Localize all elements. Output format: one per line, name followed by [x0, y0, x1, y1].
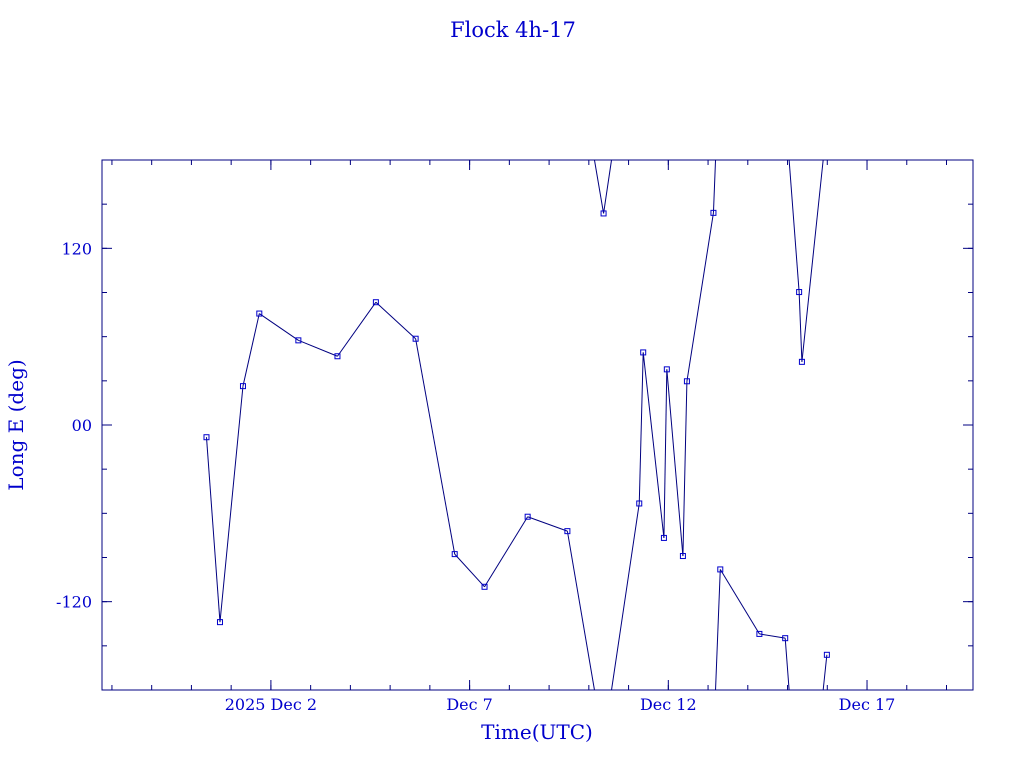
data-point-marker: [412, 335, 419, 342]
data-point-marker: [256, 310, 263, 317]
data-point-marker: [710, 209, 717, 216]
data-point-marker: [372, 299, 379, 306]
series-segment: [682, 381, 688, 557]
x-axis-label: Time(UTC): [481, 720, 593, 744]
series-segment: [642, 352, 665, 538]
markers-group: [203, 209, 830, 658]
data-point-marker: [663, 366, 670, 373]
y-axis-label: Long E (deg): [4, 359, 28, 490]
data-point-marker: [239, 383, 246, 390]
data-point-marker: [451, 551, 458, 558]
data-point-marker: [798, 358, 805, 365]
series-segment: [759, 633, 786, 639]
series-segment: [784, 638, 790, 691]
data-point-marker: [823, 651, 830, 658]
series-segment: [712, 159, 717, 213]
data-point-marker: [660, 534, 667, 541]
series-segment: [259, 313, 299, 341]
y-tick-label: 00: [72, 416, 92, 435]
data-point-marker: [216, 619, 223, 626]
data-point-marker: [203, 434, 210, 441]
series-segment: [638, 352, 644, 504]
data-point-marker: [640, 349, 647, 356]
y-axis-ticks: -120 00 120: [56, 239, 973, 612]
series-line-group: [205, 159, 828, 691]
series-segment: [715, 569, 721, 691]
x-axis-ticks: 2025 Dec 2 Dec 7 Dec 12 Dec 17: [225, 160, 896, 714]
data-point-marker: [636, 500, 643, 507]
series-segment: [566, 531, 595, 691]
series-segment: [611, 503, 640, 691]
x-tick-label: Dec 7: [446, 695, 493, 714]
series-segment: [375, 301, 416, 340]
data-point-marker: [782, 635, 789, 642]
data-point-marker: [600, 210, 607, 217]
series-segment: [801, 159, 824, 362]
data-point-marker: [481, 583, 488, 590]
series-segment: [415, 338, 456, 555]
plot-frame: [101, 159, 974, 691]
series-segment: [219, 386, 244, 623]
series-segment: [298, 339, 338, 357]
series-segment: [205, 437, 221, 623]
series-segment: [242, 313, 260, 387]
series-segment: [798, 292, 803, 362]
x-tick-label: Dec 12: [640, 695, 697, 714]
y-tick-label: 120: [61, 239, 92, 258]
y-tick-label: -120: [56, 593, 92, 612]
x-tick-label: 2025 Dec 2: [225, 695, 317, 714]
series-segment: [822, 654, 828, 691]
minor-ticks: [102, 160, 973, 690]
data-point-marker: [524, 513, 531, 520]
data-point-marker: [756, 630, 763, 637]
data-point-marker: [717, 566, 724, 573]
series-segment: [719, 569, 760, 635]
data-point-marker: [334, 353, 341, 360]
data-point-marker: [295, 337, 302, 344]
series-segment: [686, 212, 714, 382]
data-point-marker: [683, 378, 690, 385]
series-segment: [663, 369, 668, 538]
data-point-marker: [564, 528, 571, 535]
series-segment: [527, 516, 568, 532]
data-point-marker: [796, 289, 803, 296]
chart-title: Flock 4h-17: [450, 18, 576, 42]
series-segment: [484, 516, 529, 588]
series-segment: [666, 369, 684, 557]
series-segment: [788, 159, 800, 293]
series-segment: [593, 159, 605, 214]
series-segment: [337, 301, 377, 357]
series-segment: [603, 159, 613, 214]
x-tick-label: Dec 17: [839, 695, 896, 714]
data-point-marker: [679, 553, 686, 560]
series-segment: [454, 553, 485, 588]
